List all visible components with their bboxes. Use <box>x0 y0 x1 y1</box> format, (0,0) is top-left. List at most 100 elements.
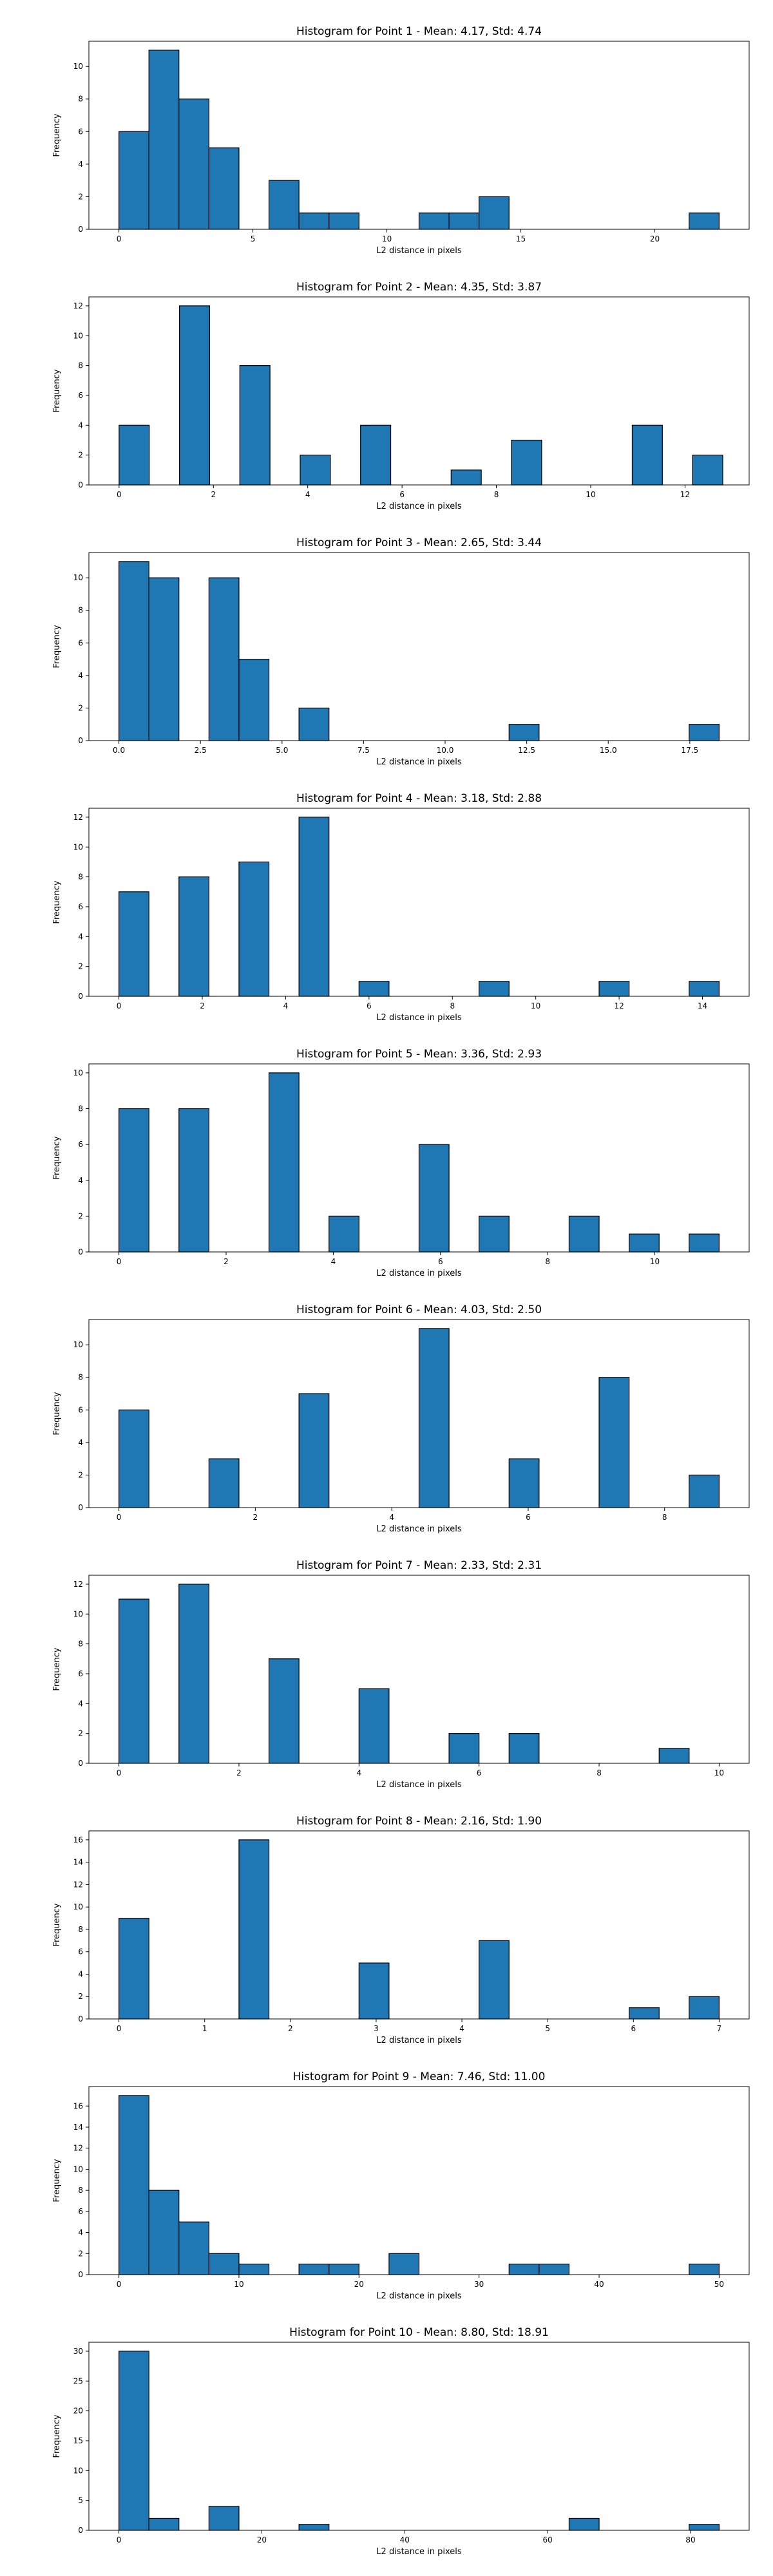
histogram-bar <box>629 2007 660 2020</box>
plot-frame <box>88 41 750 230</box>
histogram-bar <box>298 2524 330 2531</box>
x-tick-label: 0 <box>117 1513 122 1522</box>
y-tick-label: 16 <box>73 1835 83 1844</box>
y-tick-label: 2 <box>78 1992 83 2001</box>
histogram-bar <box>358 981 390 997</box>
histogram-bar <box>479 1215 510 1253</box>
histogram-panel-3: 0.0 2.5 5.0 7.5 10.0 12.5 15.0 17.5 0 2 4 6 8 10 Histo… <box>52 536 750 767</box>
histogram-bar <box>148 577 180 741</box>
x-tick-label: 10.0 <box>437 746 454 755</box>
histogram-bar <box>568 1215 600 1253</box>
x-tick-label: 10 <box>382 234 392 243</box>
x-tick-label: 0 <box>117 490 122 499</box>
histogram-bar <box>450 469 482 486</box>
y-tick-label: 2 <box>78 703 83 712</box>
histogram-bar <box>298 2264 330 2275</box>
y-tick-label: 10 <box>73 842 83 851</box>
histogram-panel-7: 0 2 4 6 8 10 0 2 4 6 8 10 12 Histogram for Point 7 - … <box>52 1559 750 1790</box>
histogram-panel-4: 0 2 4 6 8 10 12 14 0 2 4 6 8 10 12 Histogram for Point … <box>52 792 750 1023</box>
x-tick-label: 7 <box>717 2024 722 2033</box>
y-tick-label: 4 <box>78 1438 83 1447</box>
histogram-bar <box>508 1458 540 1508</box>
histogram-bar <box>268 1658 300 1764</box>
x-tick-label: 0.0 <box>113 746 125 755</box>
chart-title: Histogram for Point 9 - Mean: 7.46, Std:… <box>293 2070 546 2083</box>
y-tick-label: 20 <box>73 2407 83 2416</box>
histogram-bar <box>238 2264 270 2275</box>
histogram-bar <box>178 1584 209 1764</box>
x-tick-label: 6 <box>399 490 405 499</box>
y-tick-label: 0 <box>78 992 83 1001</box>
x-axis-label: L2 distance in pixels <box>376 1269 462 1278</box>
histogram-bar <box>208 147 240 230</box>
x-tick-label: 10 <box>650 1257 660 1266</box>
y-tick-label: 2 <box>78 451 83 460</box>
x-tick-label: 15 <box>516 234 526 243</box>
y-tick-label: 4 <box>78 2228 83 2237</box>
y-tick-label: 0 <box>78 2270 83 2279</box>
histogram-bar <box>689 1233 720 1253</box>
histogram-bar <box>598 1377 630 1508</box>
y-tick-label: 6 <box>78 1140 83 1149</box>
y-tick-label: 4 <box>78 421 83 430</box>
histogram-bar <box>208 577 240 741</box>
x-axis-label: L2 distance in pixels <box>376 2036 462 2045</box>
y-tick-label: 6 <box>78 902 83 911</box>
x-tick-label: 10 <box>234 2280 243 2289</box>
histogram-bar <box>239 365 271 486</box>
x-tick-label: 8 <box>662 1513 667 1522</box>
y-axis-label: Frequency <box>52 1136 62 1179</box>
x-tick-label: 2 <box>288 2024 293 2033</box>
histogram-bar <box>148 2517 180 2531</box>
y-tick-label: 16 <box>73 2101 83 2110</box>
y-tick-label: 10 <box>73 331 83 340</box>
histogram-bar <box>448 213 480 230</box>
y-axis-label: Frequency <box>52 1392 62 1435</box>
x-tick-label: 2 <box>224 1257 229 1266</box>
histogram-bar <box>148 50 180 230</box>
histogram-bar <box>511 439 542 486</box>
histogram-bar <box>118 2095 149 2275</box>
x-axis-label: L2 distance in pixels <box>376 502 462 511</box>
histogram-bar <box>358 1688 390 1764</box>
histogram-panel-6: 0 2 4 6 8 0 2 4 6 8 10 Histogram for Point 6 - Mean… <box>52 1303 750 1534</box>
y-tick-label: 10 <box>73 62 83 71</box>
histogram-bar <box>388 2253 420 2275</box>
y-tick-label: 14 <box>73 1858 83 1867</box>
plot-frame <box>88 552 750 741</box>
y-axis-label: Frequency <box>52 2414 62 2458</box>
histogram-bar <box>118 1108 149 1253</box>
x-tick-label: 2 <box>253 1513 258 1522</box>
histogram-bar <box>689 981 720 997</box>
y-tick-label: 4 <box>78 1176 83 1185</box>
y-tick-label: 4 <box>78 1969 83 1978</box>
y-tick-label: 0 <box>78 480 83 489</box>
histogram-bar <box>268 1072 300 1253</box>
y-tick-label: 6 <box>78 127 83 136</box>
x-tick-label: 4 <box>356 1768 361 1777</box>
x-tick-label: 0 <box>117 234 122 243</box>
y-tick-label: 12 <box>73 2144 83 2153</box>
plot-frame <box>88 808 750 997</box>
histogram-bar <box>568 2517 600 2531</box>
histogram-bar <box>329 213 359 230</box>
histogram-bar <box>298 817 330 997</box>
plot-frame <box>88 2342 750 2531</box>
y-tick-label: 12 <box>73 1880 83 1889</box>
y-tick-label: 0 <box>78 736 83 745</box>
chart-title: Histogram for Point 7 - Mean: 2.33, Std:… <box>296 1559 542 1572</box>
x-tick-label: 20 <box>650 234 660 243</box>
histogram-bar <box>692 455 723 486</box>
x-tick-label: 6 <box>477 1768 482 1777</box>
x-tick-label: 3 <box>374 2024 379 2033</box>
chart-title: Histogram for Point 6 - Mean: 4.03, Std:… <box>296 1303 542 1316</box>
histogram-bar <box>508 2264 540 2275</box>
histogram-bar <box>178 2221 209 2275</box>
x-tick-label: 2 <box>200 1001 205 1010</box>
y-tick-label: 30 <box>73 2347 83 2356</box>
plot-frame <box>88 1063 750 1253</box>
x-axis-label: L2 distance in pixels <box>376 246 462 256</box>
x-tick-label: 60 <box>543 2535 553 2544</box>
